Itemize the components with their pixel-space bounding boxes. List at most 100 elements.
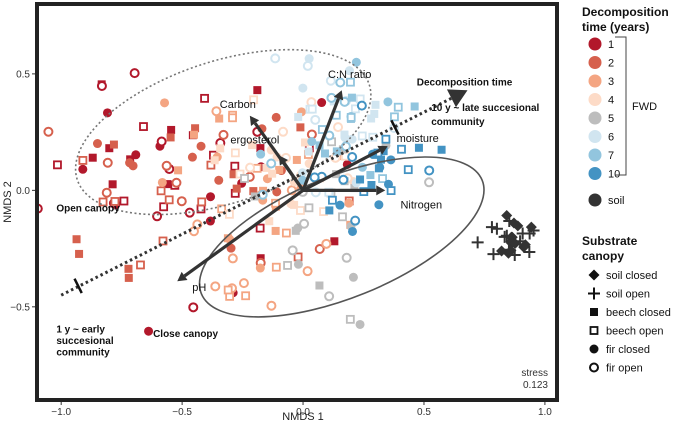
point-series-4 — [249, 95, 259, 105]
point-series-soil — [523, 246, 536, 259]
gradient-line — [60, 96, 453, 297]
y-tick-label: −0.5 — [10, 302, 30, 313]
point-series-3 — [275, 165, 284, 174]
annotation: community — [56, 348, 110, 359]
point-series-3 — [344, 198, 354, 208]
point-series-1 — [96, 80, 107, 91]
point-series-1 — [163, 180, 172, 189]
point-series-1 — [144, 326, 154, 336]
point-series-3 — [281, 228, 291, 238]
point-series-2 — [166, 133, 175, 142]
legend-time-label: 4 — [608, 95, 614, 107]
point-series-7 — [393, 102, 403, 112]
point-series-7 — [378, 174, 387, 183]
point-series-7 — [335, 77, 346, 88]
ellipse-open-canopy — [74, 48, 372, 216]
point-series-soil — [487, 248, 500, 261]
point-series-5 — [283, 261, 292, 270]
point-series-2 — [314, 244, 325, 255]
point-series-1 — [330, 237, 339, 246]
point-series-2 — [296, 123, 305, 132]
point-series-1 — [102, 108, 112, 118]
legend-time-swatch — [588, 37, 602, 51]
legend-fwd-bracket — [615, 36, 627, 176]
point-series-2 — [229, 170, 238, 179]
point-series-soil — [523, 227, 536, 240]
point-series-1 — [253, 86, 262, 95]
vector-label-carbon: Carbon — [220, 99, 256, 111]
point-series-3 — [271, 226, 280, 235]
point-series-soil — [512, 220, 524, 232]
point-series-3 — [174, 166, 183, 175]
gradient-tick — [73, 278, 83, 294]
point-series-7 — [320, 149, 329, 158]
point-series-6 — [340, 133, 350, 143]
vector-moisture — [302, 148, 381, 192]
point-series-5 — [240, 174, 249, 183]
point-series-10 — [386, 186, 396, 196]
x-tick-label: 0.0 — [296, 407, 310, 418]
y-axis-label: NMDS 2 — [2, 181, 14, 223]
point-series-2 — [110, 197, 120, 206]
point-series-4 — [268, 169, 277, 178]
point-series-4 — [210, 156, 219, 165]
point-series-10 — [356, 175, 365, 184]
point-series-2 — [102, 157, 113, 168]
point-series-soil — [501, 209, 513, 221]
x-axis-label: NMDS 1 — [282, 411, 324, 423]
legend-time-swatch — [588, 56, 602, 69]
point-series-1 — [188, 302, 199, 313]
point-series-3 — [321, 238, 332, 249]
vector-head-carbon — [249, 115, 260, 127]
point-series-7 — [256, 149, 266, 159]
point-series-7 — [326, 92, 337, 103]
vector-head-ergosterol — [278, 155, 289, 166]
point-series-1 — [78, 164, 88, 174]
point-series-5 — [355, 319, 365, 329]
point-series-3 — [190, 130, 199, 139]
point-series-2 — [124, 273, 133, 282]
annotations: Open canopy Close canopy 1 y ~ earlysucces… — [56, 78, 539, 359]
point-series-5 — [291, 226, 300, 235]
legend-substrate-swatch — [589, 326, 599, 335]
point-series-10 — [367, 180, 376, 189]
point-series-soil — [490, 222, 503, 235]
point-series-4 — [278, 126, 289, 137]
y-tick-label: 0.0 — [16, 186, 30, 197]
point-series-7 — [307, 137, 317, 147]
point-series-6 — [270, 53, 281, 64]
point-series-10 — [374, 164, 383, 173]
gradient-tick — [390, 119, 400, 136]
point-series-2 — [125, 158, 135, 168]
point-series-2 — [249, 187, 258, 196]
point-series-soil — [505, 245, 517, 257]
point-series-2 — [124, 264, 133, 273]
point-series-3 — [266, 300, 277, 311]
point-series-10 — [309, 172, 320, 183]
point-series-5 — [338, 212, 347, 222]
legend-substrate-label: soil closed — [606, 270, 657, 282]
point-series-10 — [403, 165, 413, 175]
point-series-4 — [245, 162, 256, 173]
point-series-6 — [325, 75, 336, 86]
point-series-2 — [156, 186, 166, 196]
legend-time-swatch — [588, 148, 602, 162]
point-series-5 — [287, 245, 298, 256]
annotation: succesional — [56, 336, 113, 347]
point-series-1 — [156, 136, 167, 147]
legend-time-label: 6 — [608, 132, 614, 144]
legend-substrate-label: fir closed — [606, 344, 650, 356]
point-series-10 — [335, 200, 345, 210]
point-series-1 — [255, 223, 265, 233]
point-series-6 — [324, 187, 334, 197]
point-series-2 — [191, 124, 200, 133]
point-series-3 — [255, 263, 265, 273]
point-series-soil — [508, 249, 521, 262]
axes: −1.0 −0.5 0.0 0.5 1.0 0.5 0.0 −0.5 — [10, 69, 552, 418]
point-series-6 — [302, 60, 313, 71]
point-series-7 — [347, 93, 356, 102]
point-series-2 — [158, 236, 168, 246]
legend-substrate-swatch — [589, 362, 599, 373]
point-series-2 — [293, 252, 303, 262]
